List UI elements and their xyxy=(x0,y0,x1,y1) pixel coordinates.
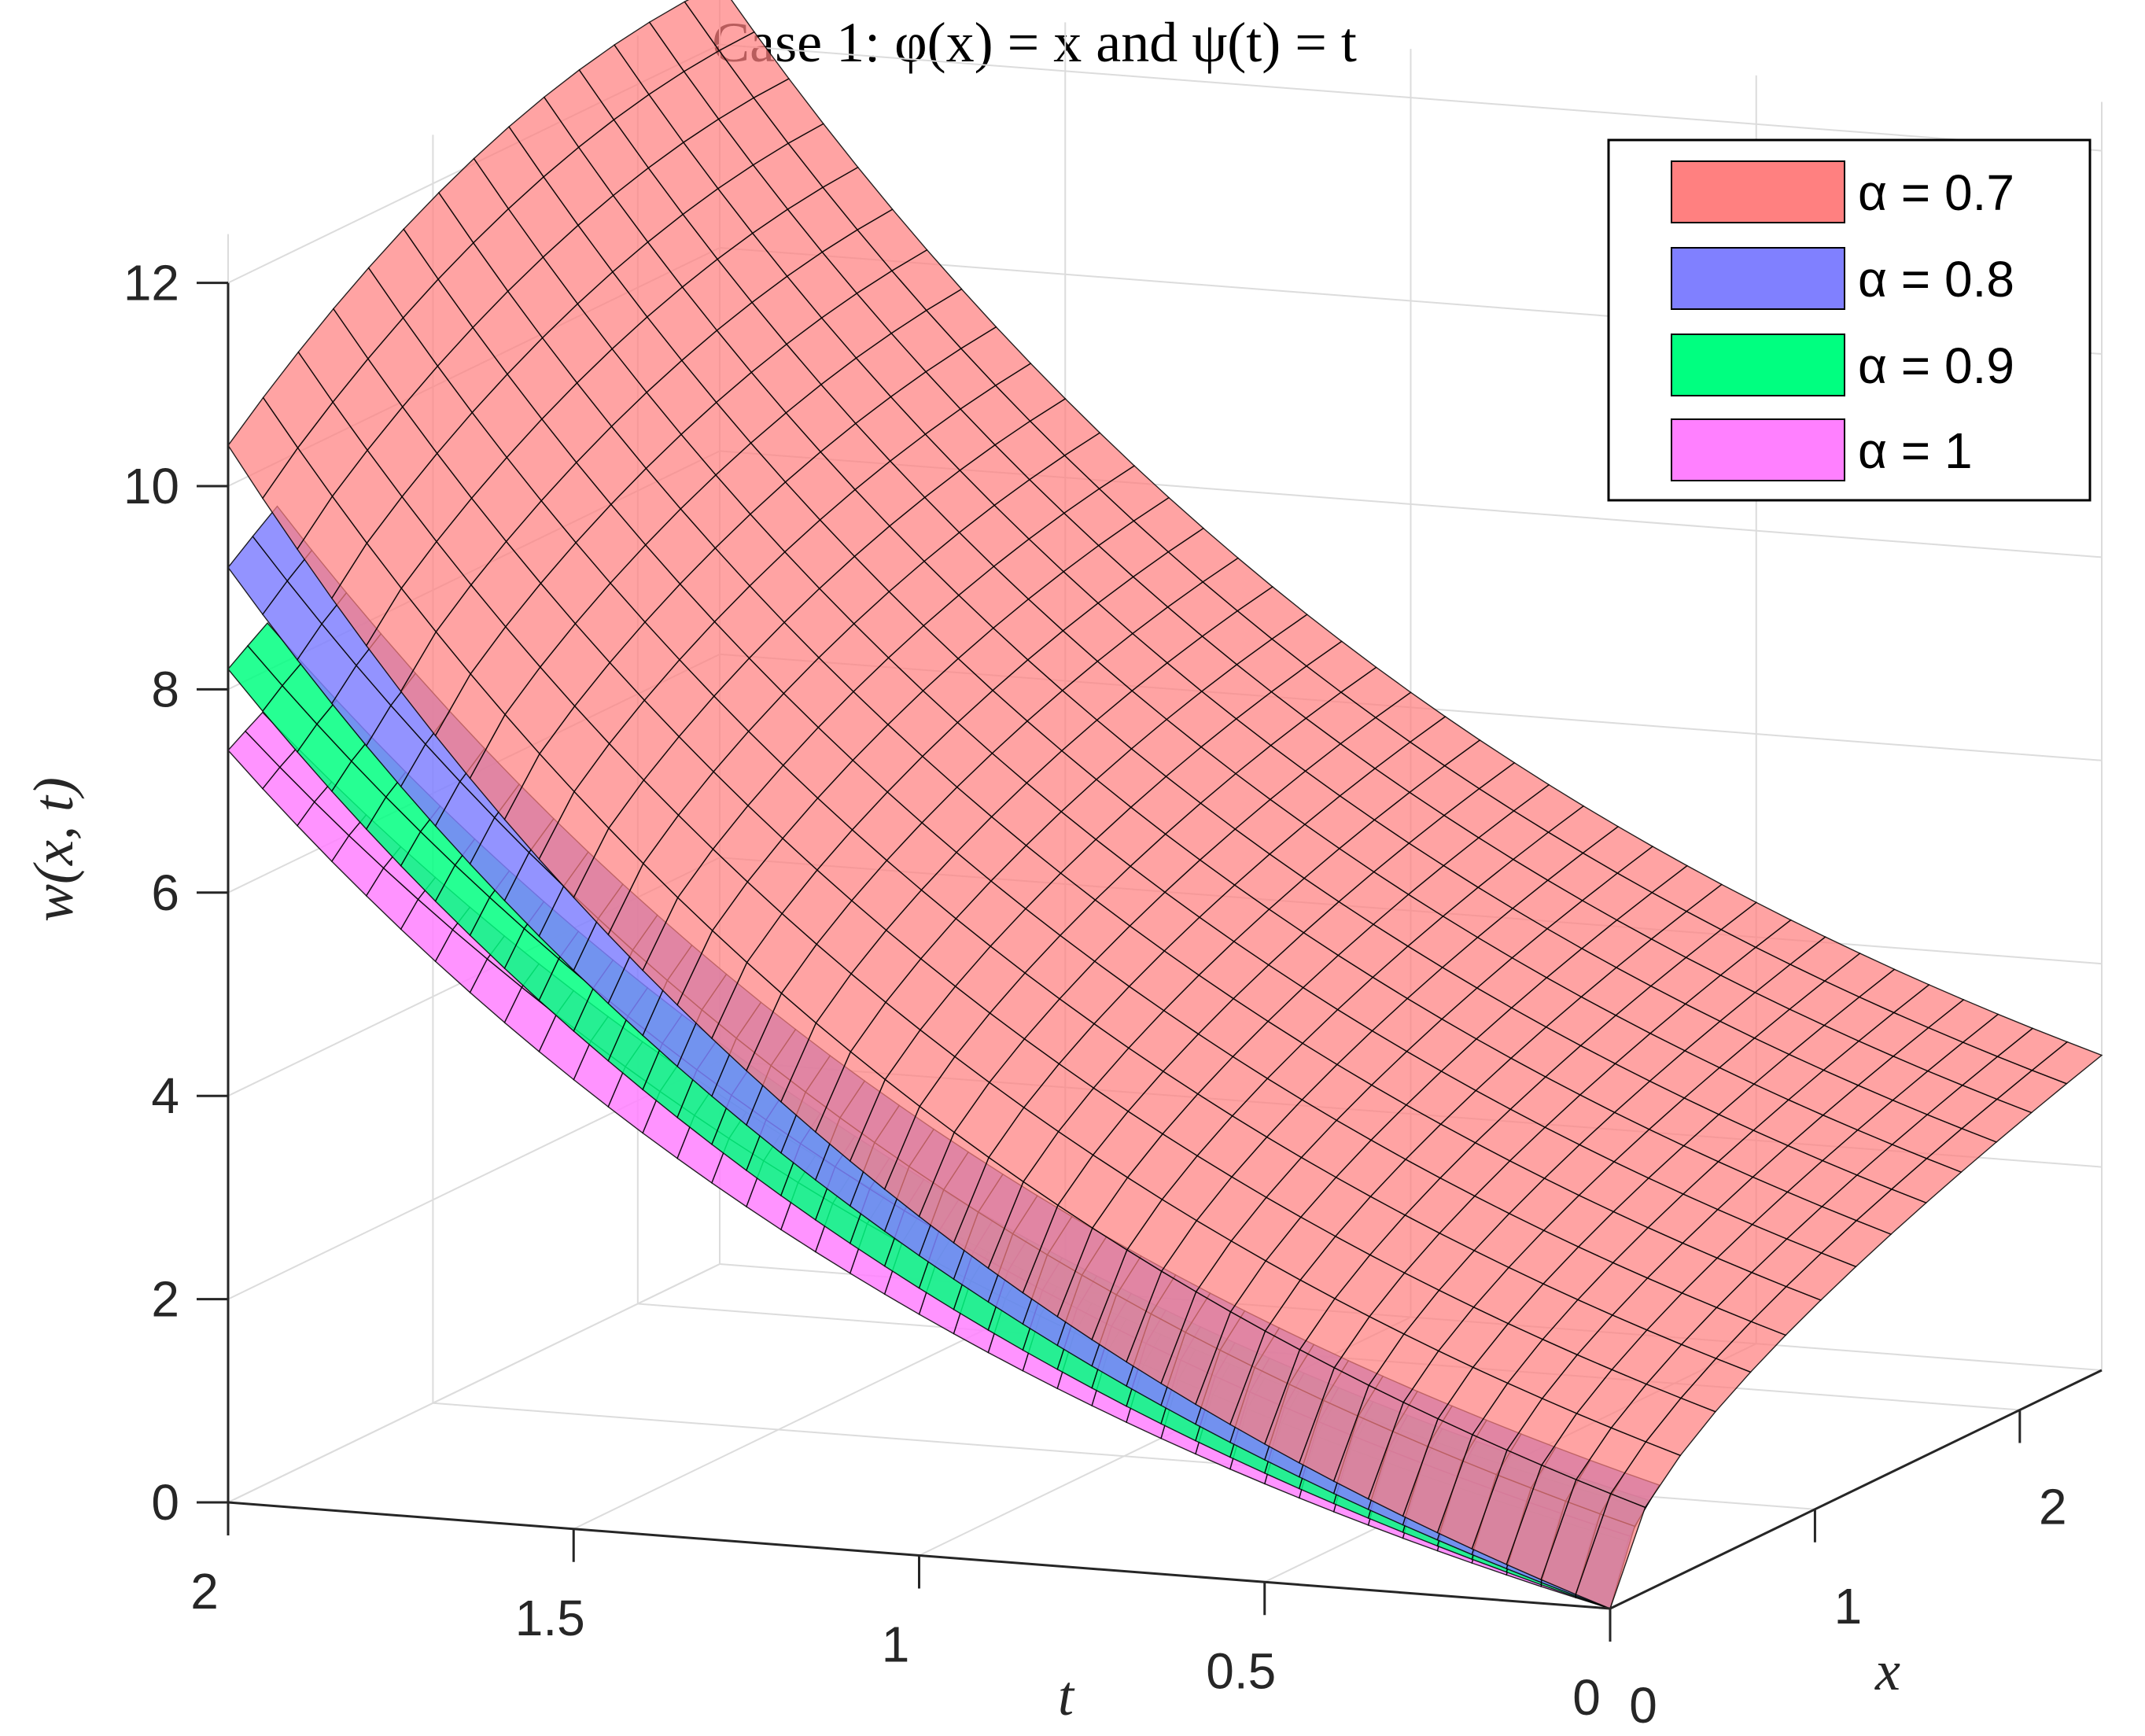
legend-swatch-1 xyxy=(1671,247,1845,310)
legend-label-1: α = 0.8 xyxy=(1858,251,2014,308)
surface-0-cell xyxy=(684,0,755,52)
t-tick-label-2: 1 xyxy=(882,1616,910,1673)
z-tick-label-1: 2 xyxy=(151,1271,179,1328)
surfaces xyxy=(227,0,2103,1609)
legend-label-2: α = 0.9 xyxy=(1858,337,2014,394)
t-tick-label-0: 2 xyxy=(190,1563,219,1620)
legend: α = 0.7 α = 0.8 α = 0.9 α = 1 xyxy=(1607,138,2092,502)
x-tick-label-1: 1 xyxy=(1834,1578,1863,1635)
z-axis-label: w(x, t) xyxy=(22,777,85,922)
legend-label-3: α = 1 xyxy=(1858,422,1973,479)
surface-0 xyxy=(227,0,2103,1609)
z-tick-label-5: 10 xyxy=(123,458,179,514)
z-tick-label-2: 4 xyxy=(151,1067,179,1124)
t-tick-label-1: 1.5 xyxy=(515,1590,585,1646)
legend-label-0: α = 0.7 xyxy=(1858,164,2014,221)
axes-lines xyxy=(197,282,2103,1642)
x-axis-label: x xyxy=(1874,1639,1900,1702)
legend-swatch-3 xyxy=(1671,418,1845,481)
chart-title: Case 1: φ(x) = x and ψ(t) = t xyxy=(712,11,1357,74)
z-tick-label-4: 8 xyxy=(151,661,179,717)
legend-swatch-0 xyxy=(1671,160,1845,223)
legend-entry-1: α = 0.8 xyxy=(1671,247,2014,310)
legend-entry-0: α = 0.7 xyxy=(1671,160,2014,223)
z-tick-label-6: 12 xyxy=(123,255,179,311)
x-tick-label-0: 0 xyxy=(1629,1677,1657,1734)
legend-entry-2: α = 0.9 xyxy=(1671,334,2014,396)
legend-swatch-2 xyxy=(1671,334,1845,396)
surface-2-cell xyxy=(247,622,303,687)
legend-entry-3: α = 1 xyxy=(1671,418,1973,481)
x-tick-label-2: 2 xyxy=(2039,1479,2067,1535)
surface-3-cell xyxy=(244,711,298,768)
grid-floor-t-0 xyxy=(227,1263,721,1503)
t-axis-label: t xyxy=(1058,1664,1075,1727)
t-tick-label-3: 0.5 xyxy=(1206,1642,1276,1699)
z-tick-label-0: 0 xyxy=(151,1474,179,1531)
t-tick-label-4: 0 xyxy=(1572,1669,1601,1726)
z-tick-label-3: 6 xyxy=(151,864,179,921)
